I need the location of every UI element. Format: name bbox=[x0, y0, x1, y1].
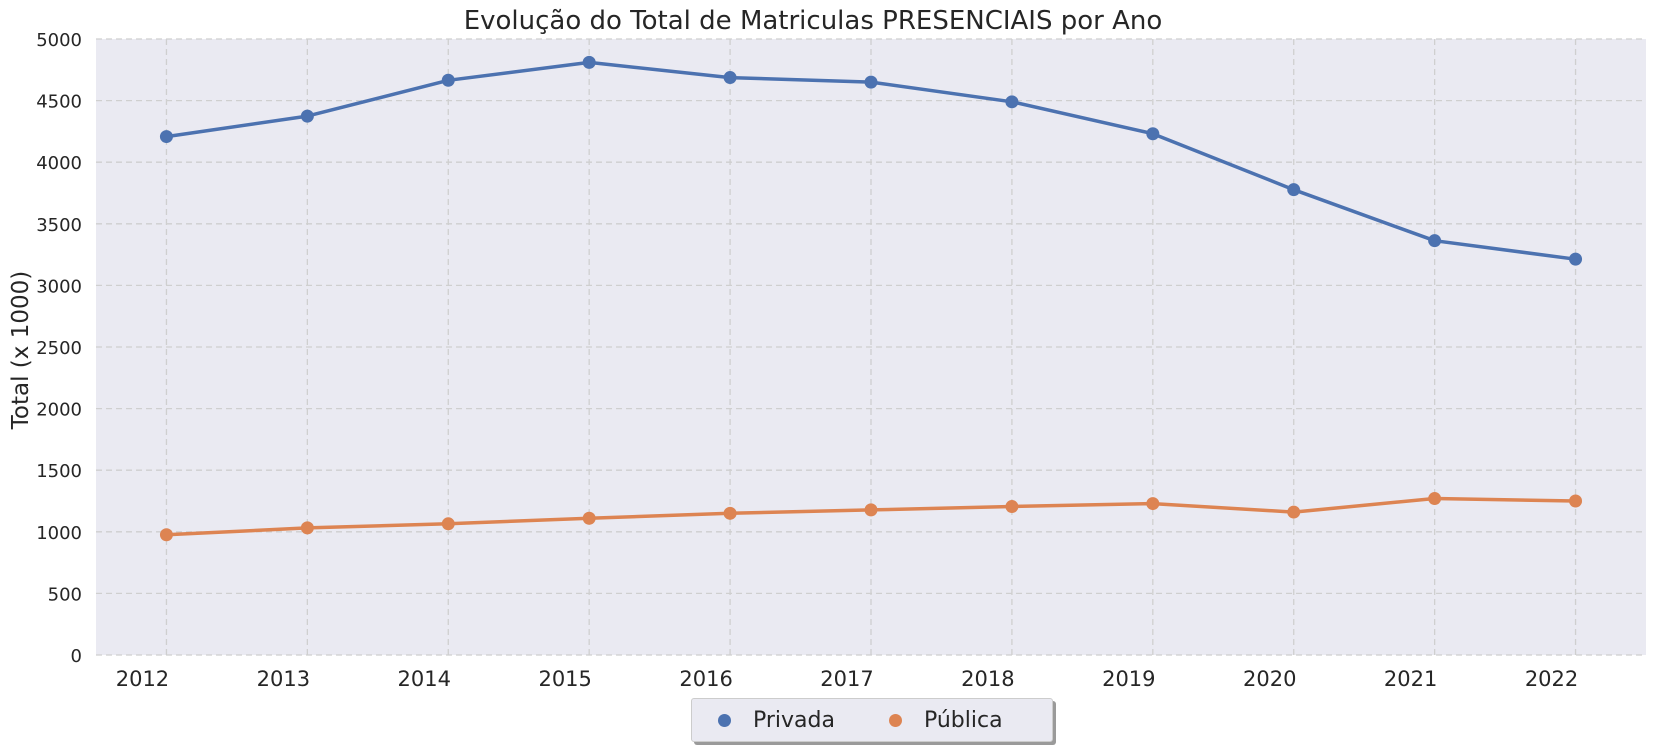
x-tick-label: 2013 bbox=[257, 667, 310, 691]
legend-item-publica: Pública bbox=[888, 707, 1003, 733]
y-tick-label: 4000 bbox=[36, 153, 82, 174]
y-tick-label: 500 bbox=[48, 584, 82, 605]
data-point bbox=[723, 506, 737, 520]
legend-label-publica: Pública bbox=[923, 707, 1003, 733]
x-tick-label: 2017 bbox=[820, 667, 873, 691]
x-tick-label: 2012 bbox=[116, 667, 169, 691]
y-tick-labels: 0 500 1000 1500 2000 2500 3000 3500 4000 4500 5000 bbox=[36, 30, 82, 667]
x-tick-label: 2015 bbox=[538, 667, 591, 691]
data-point bbox=[1146, 497, 1160, 511]
data-point bbox=[723, 71, 737, 85]
y-axis-label: Total (x 1000) bbox=[8, 271, 34, 430]
y-tick-label: 5000 bbox=[36, 30, 82, 51]
x-tick-labels: 2012 2013 2014 2015 2016 2017 2018 2019 2020 2021… bbox=[116, 667, 1579, 691]
x-tick-label: 2022 bbox=[1525, 667, 1578, 691]
x-tick-label: 2021 bbox=[1384, 667, 1437, 691]
x-tick-label: 2018 bbox=[961, 667, 1014, 691]
x-tick-label: 2014 bbox=[398, 667, 451, 691]
y-tick-label: 2500 bbox=[36, 338, 82, 359]
data-point bbox=[864, 75, 878, 89]
data-point bbox=[441, 517, 455, 531]
data-point bbox=[1569, 494, 1583, 508]
y-tick-label: 2000 bbox=[36, 400, 82, 421]
data-point bbox=[159, 130, 173, 144]
grid-lines bbox=[96, 38, 1646, 656]
legend-marker-publica bbox=[888, 713, 902, 727]
legend-item-privada: Privada bbox=[718, 708, 835, 733]
data-point bbox=[582, 55, 596, 69]
data-point bbox=[300, 521, 314, 535]
y-tick-label: 3500 bbox=[36, 215, 82, 236]
data-point bbox=[1569, 252, 1583, 266]
x-tick-label: 2020 bbox=[1243, 667, 1296, 691]
data-point bbox=[1287, 183, 1301, 197]
data-point bbox=[1146, 127, 1160, 141]
data-point bbox=[159, 528, 173, 542]
data-point bbox=[582, 511, 596, 525]
data-point bbox=[864, 503, 878, 517]
y-tick-label: 1500 bbox=[36, 461, 82, 482]
x-tick-label: 2016 bbox=[679, 667, 732, 691]
legend: Privada Pública bbox=[691, 698, 1053, 742]
data-point bbox=[1428, 234, 1442, 248]
y-tick-label: 1000 bbox=[36, 523, 82, 544]
y-tick-label: 4500 bbox=[36, 92, 82, 113]
x-tick-label: 2019 bbox=[1102, 667, 1155, 691]
data-point bbox=[1005, 95, 1019, 109]
legend-label-privada: Privada bbox=[753, 707, 835, 733]
y-tick-label: 0 bbox=[71, 646, 82, 667]
legend-marker-privada bbox=[718, 713, 731, 727]
y-tick-label: 3000 bbox=[36, 276, 82, 297]
chart-title: Evolução do Total de Matriculas PRESENCI… bbox=[464, 6, 1163, 36]
data-point bbox=[1287, 505, 1301, 519]
data-point bbox=[441, 73, 455, 87]
series-points bbox=[159, 55, 1583, 542]
data-point bbox=[300, 109, 314, 123]
data-point bbox=[1428, 492, 1442, 506]
data-point bbox=[1005, 500, 1019, 514]
